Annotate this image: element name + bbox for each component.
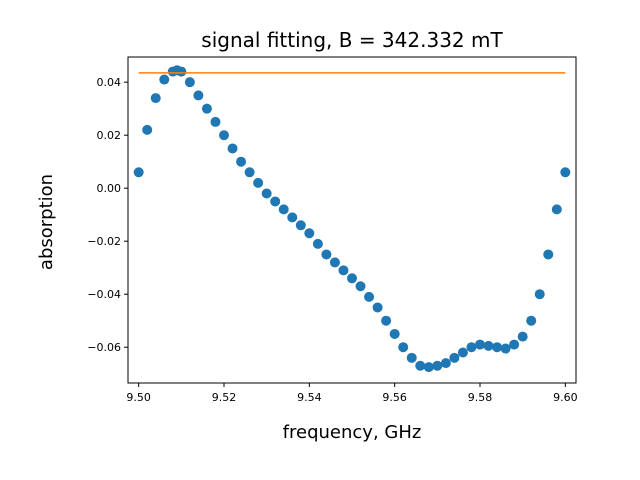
data-point (440, 358, 451, 369)
data-point (551, 204, 562, 215)
data-point (304, 228, 315, 239)
x-tick-label: 9.50 (126, 391, 151, 404)
data-point (415, 360, 426, 371)
y-axis-ticks: 0.04 0.02 0.00 −0.02 −0.04 −0.06 (87, 76, 128, 354)
data-point (449, 352, 460, 363)
x-axis-label: frequency, GHz (283, 422, 422, 443)
data-point (338, 265, 349, 276)
plot-frame (127, 56, 577, 384)
data-point (483, 340, 494, 351)
data-point (406, 352, 417, 363)
data-point (560, 167, 571, 178)
data-point (321, 249, 332, 260)
x-tick-label: 9.54 (297, 391, 322, 404)
data-point (457, 347, 468, 358)
data-point (509, 339, 520, 350)
data-point (355, 281, 366, 292)
y-axis-label: absorption (36, 174, 57, 270)
data-point (287, 212, 298, 223)
data-point (398, 342, 409, 353)
data-point (466, 342, 477, 353)
data-point (142, 124, 153, 135)
data-point (432, 360, 443, 371)
data-point (475, 339, 485, 350)
data-point (159, 74, 170, 85)
y-tick-label: 0.00 (97, 182, 122, 195)
x-tick-label: 9.56 (382, 391, 407, 404)
data-point (201, 103, 212, 114)
data-point (372, 302, 383, 313)
x-tick-label: 9.60 (553, 391, 578, 404)
y-tick-label: −0.04 (87, 288, 121, 301)
y-tick-label: 0.04 (97, 76, 122, 89)
data-point (329, 257, 340, 268)
data-point (364, 291, 375, 302)
data-point (500, 343, 511, 354)
data-point (543, 249, 554, 260)
data-point (347, 273, 357, 284)
x-axis-ticks: 9.50 9.52 9.54 9.56 9.58 9.60 (126, 383, 578, 404)
data-point (210, 116, 221, 127)
data-point (244, 167, 255, 178)
data-point (492, 342, 503, 353)
chart-title: signal fitting, B = 342.332 mT (201, 28, 503, 52)
data-point (278, 204, 289, 215)
data-point (423, 362, 434, 373)
data-point (227, 143, 238, 154)
x-tick-label: 9.52 (212, 391, 237, 404)
data-point (261, 188, 272, 199)
data-point (517, 331, 528, 342)
data-point (295, 220, 306, 231)
data-point (253, 177, 264, 188)
data-point (389, 328, 400, 339)
data-point (381, 315, 392, 326)
data-point (133, 167, 144, 178)
data-point (312, 238, 323, 249)
data-point (534, 289, 545, 300)
y-tick-label: −0.02 (87, 235, 121, 248)
y-tick-label: −0.06 (87, 341, 121, 354)
data-point (270, 196, 281, 207)
data-point (184, 77, 195, 88)
data-point (193, 90, 204, 101)
data-point (176, 66, 187, 77)
y-tick-label: 0.02 (97, 129, 122, 142)
data-point (526, 315, 537, 326)
data-point (150, 93, 161, 104)
x-tick-label: 9.58 (468, 391, 493, 404)
data-point (236, 156, 247, 167)
data-point (219, 130, 229, 141)
plot-layer (133, 65, 571, 373)
